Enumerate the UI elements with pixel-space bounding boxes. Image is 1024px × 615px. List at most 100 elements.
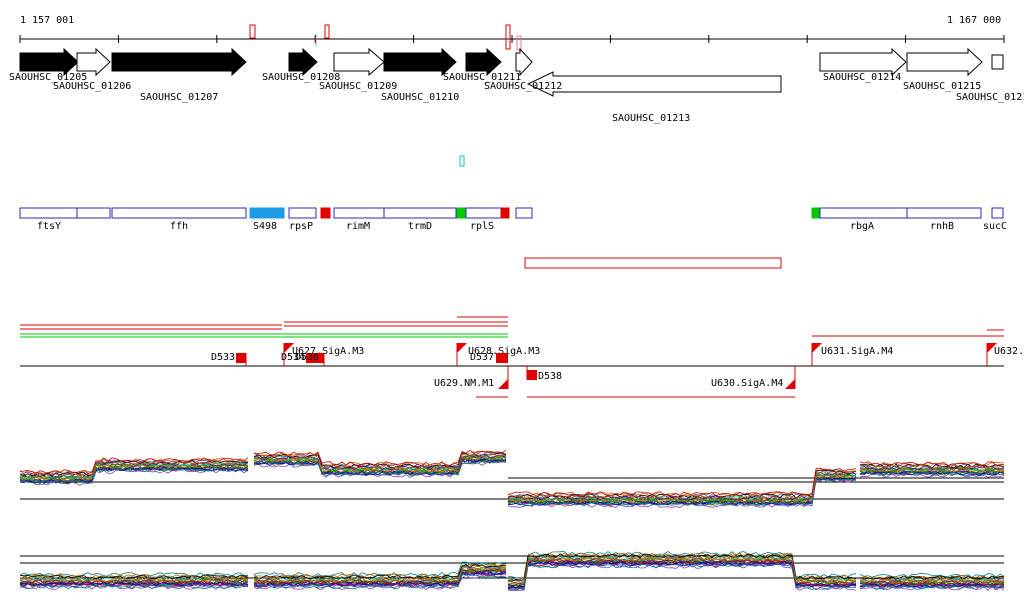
red-region-box <box>524 257 782 269</box>
ruler-ticks <box>19 35 1005 43</box>
gene-label-0121x: SAOUHSC_0121 <box>956 92 1024 103</box>
ruler-marker <box>505 24 511 50</box>
gene-box-rnhB[interactable] <box>906 207 982 219</box>
expression-trace <box>253 571 507 587</box>
expression-trace <box>507 556 857 586</box>
expression-trace <box>507 561 857 590</box>
gene-name-trmD: trmD <box>408 221 432 232</box>
expression-trace <box>507 473 857 503</box>
expression-trace <box>19 467 249 485</box>
promoter-flag-u630[interactable] <box>785 379 795 389</box>
feature-label-u627: U627.SigA.M3 <box>292 346 364 357</box>
feature-label-u631: U631.SigA.M4 <box>821 346 893 357</box>
promoter-flag-u629[interactable] <box>498 379 508 389</box>
terminator-d537[interactable] <box>496 353 508 363</box>
expression-trace <box>859 461 1005 467</box>
feature-label-d538: D538 <box>538 371 562 382</box>
expression-trace <box>254 568 507 584</box>
expression-trace <box>507 560 857 589</box>
gene-box-rpsP[interactable] <box>288 207 317 219</box>
expression-trace <box>254 461 506 478</box>
expression-trace <box>507 557 857 587</box>
expression-trace <box>19 574 249 580</box>
expression-trace <box>859 464 1005 470</box>
promoter-flag-u628[interactable] <box>457 343 467 353</box>
promoter-flag-u627[interactable] <box>284 343 294 353</box>
terminator-d533[interactable] <box>236 353 246 363</box>
feature-label-d536: D536 <box>295 352 319 363</box>
gene-label-01206: SAOUHSC_01206 <box>53 81 131 92</box>
gene-box-ftsY[interactable] <box>19 207 78 219</box>
expression-trace <box>859 585 1005 591</box>
promoter-flag-u631[interactable] <box>812 343 822 353</box>
expression-trace <box>859 585 1005 591</box>
gene-box-small[interactable] <box>515 207 533 219</box>
expression-profile-minus <box>19 550 1005 592</box>
terminator-d534[interactable] <box>306 353 316 363</box>
expression-trace <box>507 564 857 592</box>
expression-trace <box>253 566 507 583</box>
gene-arrow-01213[interactable] <box>526 71 782 97</box>
ruler-end-label: 1 167 000 <box>947 15 1001 26</box>
gene-label-01214: SAOUHSC_01214 <box>823 72 901 83</box>
gene-arrow-0121x[interactable] <box>991 54 1004 70</box>
gene-arrow-01215[interactable] <box>906 47 983 77</box>
gene-box-ftsY-2[interactable] <box>76 207 111 219</box>
gene-arrow-01212[interactable] <box>515 47 533 77</box>
gene-arrow-01207[interactable] <box>111 47 247 77</box>
ruler-start-label: 1 157 001 <box>20 15 74 26</box>
expression-trace <box>507 550 857 579</box>
gene-box-rimM[interactable] <box>333 207 385 219</box>
feature-label-d537: D537 <box>470 352 494 363</box>
expression-trace <box>19 577 249 582</box>
gene-name-S498: S498 <box>253 221 277 232</box>
terminator-d538[interactable] <box>527 370 537 380</box>
gene-box-rbgA[interactable] <box>819 207 908 219</box>
ruler-marker <box>516 35 522 51</box>
gene-box-ffh[interactable] <box>111 207 247 219</box>
gene-label-01209: SAOUHSC_01209 <box>319 81 397 92</box>
expression-trace <box>507 552 857 582</box>
gene-arrow-01210[interactable] <box>383 47 457 77</box>
expression-trace <box>19 582 249 587</box>
gene-name-rnhB: rnhB <box>930 221 954 232</box>
gene-box-rplS[interactable] <box>465 207 502 219</box>
gene-name-rpsP: rpsP <box>289 221 313 232</box>
transcript-lines <box>20 316 1004 338</box>
feature-label-u630: U630.SigA.M4 <box>711 378 783 389</box>
gene-arrow-01205[interactable] <box>19 47 79 77</box>
gene-box-S498[interactable] <box>249 207 285 219</box>
expression-trace <box>859 471 1005 477</box>
feature-label-u629: U629.NM.M1 <box>434 378 494 389</box>
gene-arrow-01206[interactable] <box>76 47 111 77</box>
gene-name-rbgA: rbgA <box>850 221 874 232</box>
feature-label-u632: U632. <box>994 346 1024 357</box>
gene-box-trmD[interactable] <box>383 207 457 219</box>
expression-trace <box>859 580 1005 585</box>
ruler-marker <box>249 24 256 39</box>
expression-trace <box>253 453 507 470</box>
expression-trace <box>19 585 249 590</box>
expression-trace <box>19 465 249 483</box>
expression-trace <box>253 565 507 582</box>
expression-trace <box>507 467 857 497</box>
expression-trace <box>507 553 857 582</box>
gene-name-rplS: rplS <box>470 221 494 232</box>
expression-trace <box>507 479 857 508</box>
expression-profile-plus <box>19 449 1005 508</box>
expression-trace <box>19 584 249 590</box>
gene-box-sucC[interactable] <box>991 207 1004 219</box>
ruler-marker <box>324 24 330 39</box>
gene-arrow-01214[interactable] <box>819 47 907 77</box>
expression-trace <box>19 461 249 478</box>
expression-trace <box>507 470 857 500</box>
promoter-flag-u632[interactable] <box>987 343 997 353</box>
gene-arrow-01208[interactable] <box>288 47 318 77</box>
terminator-d536[interactable] <box>314 353 324 363</box>
gene-arrow-01211[interactable] <box>465 47 502 77</box>
expression-trace <box>19 577 249 583</box>
gene-arrow-01209[interactable] <box>333 47 385 77</box>
gene-name-ffh: ffh <box>170 221 188 232</box>
gene-label-01215: SAOUHSC_01215 <box>903 81 981 92</box>
